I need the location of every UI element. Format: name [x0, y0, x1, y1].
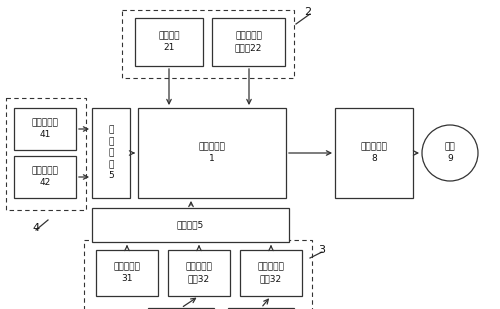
Bar [168, 250, 230, 296]
Text: 电机
9: 电机 9 [444, 143, 456, 163]
Text: 踏板位置传
感器32: 踏板位置传 感器32 [258, 263, 284, 283]
Text: 电流传感器
42: 电流传感器 42 [32, 167, 58, 187]
Text: 无线传输5: 无线传输5 [177, 221, 204, 230]
Text: 无
线
传
输
5: 无 线 传 输 5 [108, 125, 114, 180]
Bar [148, 308, 214, 309]
Bar [135, 18, 203, 66]
Bar [122, 10, 294, 78]
Bar [6, 98, 86, 210]
Text: 电机控制器
8: 电机控制器 8 [360, 143, 388, 163]
Bar [240, 250, 302, 296]
Text: 巡航开关
21: 巡航开关 21 [158, 32, 180, 52]
Text: 整车控制器
1: 整车控制器 1 [198, 143, 226, 163]
Text: 测距传感器
41: 测距传感器 41 [32, 119, 58, 139]
Bar [228, 308, 294, 309]
Bar [14, 156, 76, 198]
Bar [335, 108, 413, 198]
Text: 2: 2 [304, 7, 312, 17]
Bar [138, 108, 286, 198]
Text: 巡航速度调
整开关22: 巡航速度调 整开关22 [235, 32, 262, 52]
Bar [92, 208, 289, 242]
Text: 3: 3 [318, 245, 326, 255]
Bar [84, 240, 312, 309]
Text: 4: 4 [32, 223, 40, 233]
Text: 车速传感器
31: 车速传感器 31 [114, 263, 140, 283]
Circle shape [422, 125, 478, 181]
Bar [14, 108, 76, 150]
Bar [212, 18, 285, 66]
Text: 踏板位置传
感器32: 踏板位置传 感器32 [186, 263, 212, 283]
Bar [92, 108, 130, 198]
Bar [96, 250, 158, 296]
